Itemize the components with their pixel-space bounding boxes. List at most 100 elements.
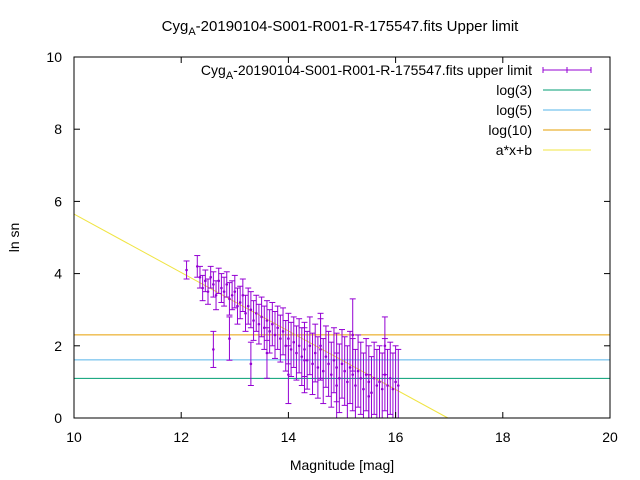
legend-label: a*x+b (496, 142, 532, 158)
data-point (330, 327, 337, 394)
data-point (250, 300, 257, 341)
y-axis-label: ln sn (6, 223, 22, 253)
data-point (309, 332, 316, 396)
data-point (226, 316, 233, 361)
data-point (387, 341, 394, 415)
point-marker (300, 355, 304, 358)
y-tick-label: 2 (54, 338, 62, 354)
point-marker (281, 330, 285, 333)
point-marker (198, 275, 202, 279)
data-point (333, 352, 340, 419)
data-point (237, 285, 244, 320)
data-point (231, 274, 238, 309)
data-point (325, 330, 332, 397)
data-point (247, 291, 254, 329)
legend-label: log(10) (488, 122, 532, 138)
data-point (344, 345, 351, 419)
data-point (199, 274, 206, 302)
y-tick-label: 0 (54, 410, 62, 426)
data-point (234, 287, 241, 325)
point-marker (367, 395, 371, 398)
data-point (226, 282, 233, 316)
data-point (320, 338, 327, 405)
point-marker (388, 376, 392, 380)
point-marker (346, 380, 349, 384)
point-marker (354, 384, 357, 387)
point-marker (217, 279, 221, 283)
point-marker (268, 330, 271, 333)
point-marker (222, 290, 226, 293)
chart-title-main: Cyg (162, 18, 189, 35)
point-marker (287, 337, 290, 340)
point-marker (220, 286, 223, 290)
data-point (347, 330, 354, 405)
x-tick-label: 14 (281, 429, 297, 445)
point-marker (276, 326, 279, 330)
x-tick-label: 12 (173, 429, 189, 445)
x-tick-label: 16 (388, 429, 404, 445)
data-point (301, 327, 308, 394)
y-tick-label: 8 (54, 121, 62, 137)
x-tick-label: 20 (602, 429, 618, 445)
point-marker (225, 283, 229, 286)
data-point (349, 298, 356, 372)
data-point (210, 330, 217, 368)
plot-frame (73, 56, 611, 419)
point-marker (230, 293, 234, 297)
data-point (392, 345, 399, 419)
data-point (274, 305, 281, 350)
point-marker (289, 348, 293, 351)
point-marker (394, 380, 397, 384)
point-marker (246, 304, 250, 308)
point-marker (343, 369, 346, 373)
point-marker (321, 369, 325, 373)
point-marker (279, 337, 282, 340)
point-marker (204, 279, 207, 283)
data-point (229, 280, 236, 311)
data-point (290, 316, 297, 368)
data-point (355, 334, 362, 408)
point-marker (329, 373, 333, 376)
data-point (258, 296, 265, 338)
point-marker (313, 351, 317, 355)
data-point (223, 271, 230, 298)
data-point (296, 318, 303, 374)
data-point (293, 325, 300, 381)
data-point (213, 280, 220, 311)
point-marker (233, 290, 237, 293)
point-marker (273, 333, 277, 337)
data-point (360, 352, 367, 419)
data-point (328, 341, 335, 408)
point-marker (201, 286, 204, 290)
point-marker (287, 373, 290, 376)
data-point (277, 314, 284, 363)
data-point (336, 343, 343, 414)
data-point (304, 330, 311, 390)
point-marker (380, 387, 384, 391)
point-marker (351, 333, 355, 337)
legend-label: CygA-20190104-S001-R001-R-175547.fits up… (201, 62, 532, 82)
data-point (317, 312, 324, 379)
point-marker (265, 319, 269, 322)
data-point (253, 294, 260, 332)
data-point (280, 307, 287, 356)
point-marker (244, 312, 247, 315)
point-marker (249, 362, 253, 366)
point-marker (335, 384, 338, 387)
data-point (272, 311, 278, 359)
data-point (306, 316, 313, 376)
x-axis-label: Magnitude [mag] (290, 457, 394, 473)
plot-elements (73, 213, 610, 419)
legend: CygA-20190104-S001-R001-R-175547.fits up… (201, 62, 592, 158)
point-marker (238, 301, 242, 304)
data-point (263, 327, 270, 379)
point-marker (316, 366, 320, 369)
data-point (266, 309, 273, 354)
point-marker (228, 297, 231, 301)
x-tick-label: 10 (66, 429, 82, 445)
point-marker (372, 376, 376, 380)
point-marker (375, 384, 379, 387)
point-marker (324, 355, 328, 358)
point-marker (292, 340, 296, 344)
